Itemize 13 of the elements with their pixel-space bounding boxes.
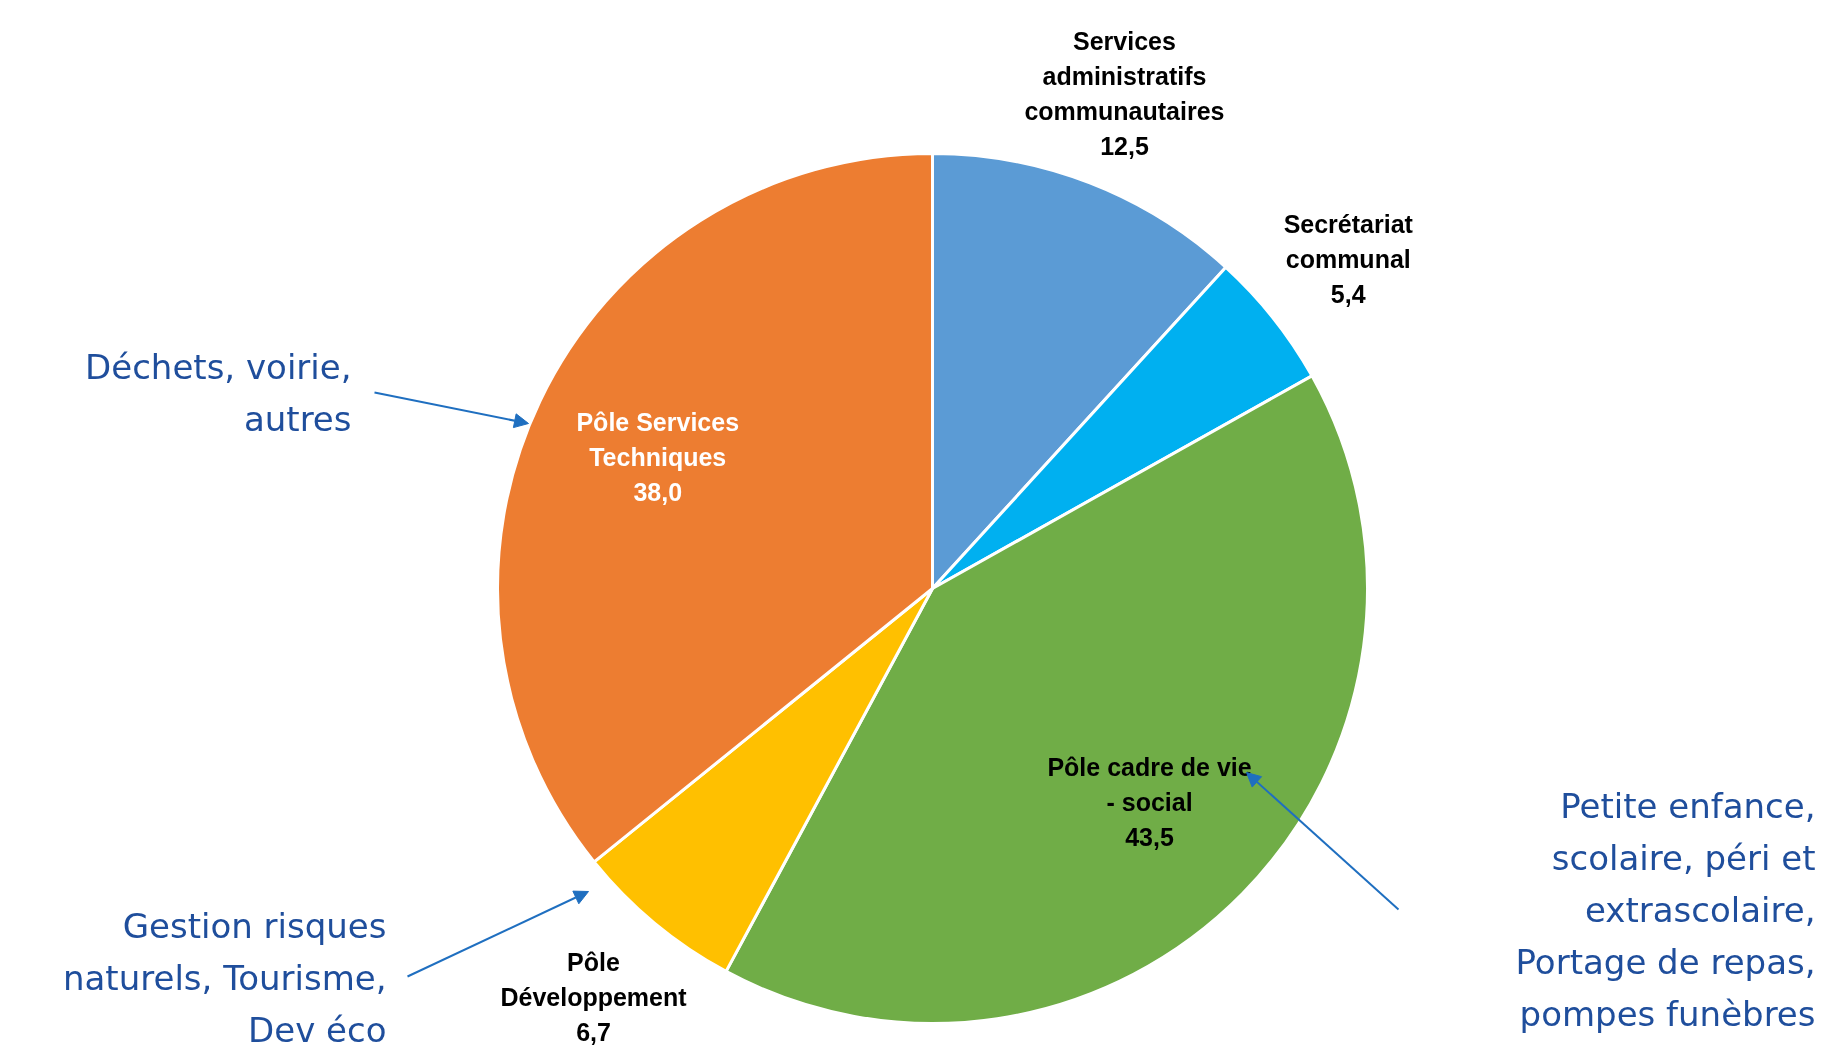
text: Déchets, voirie, autres — [85, 346, 352, 439]
data-label: 12,5 — [1100, 132, 1149, 161]
slice-label: Pôle Services Techniques — [576, 408, 740, 472]
data-label: 5,4 — [1330, 279, 1366, 308]
data-label: 6,7 — [576, 1017, 611, 1046]
text: Petite enfance, scolaire, péri et extrascolaire, Portage de repas, pompes funèbres — [1515, 785, 1816, 1034]
slice-label: Pôle Développement — [500, 947, 688, 1011]
slice-label: Services administratifs communautaires — [1024, 27, 1225, 126]
text: Gestion risques naturels, Tourisme, Dev éco — [62, 905, 387, 1047]
data-label: 38,0 — [633, 478, 683, 507]
slice-label: Pôle cadre de vie - social — [1047, 753, 1252, 817]
data-label: 43,5 — [1125, 823, 1174, 852]
slice-label: Secrétariat communal — [1283, 209, 1414, 273]
